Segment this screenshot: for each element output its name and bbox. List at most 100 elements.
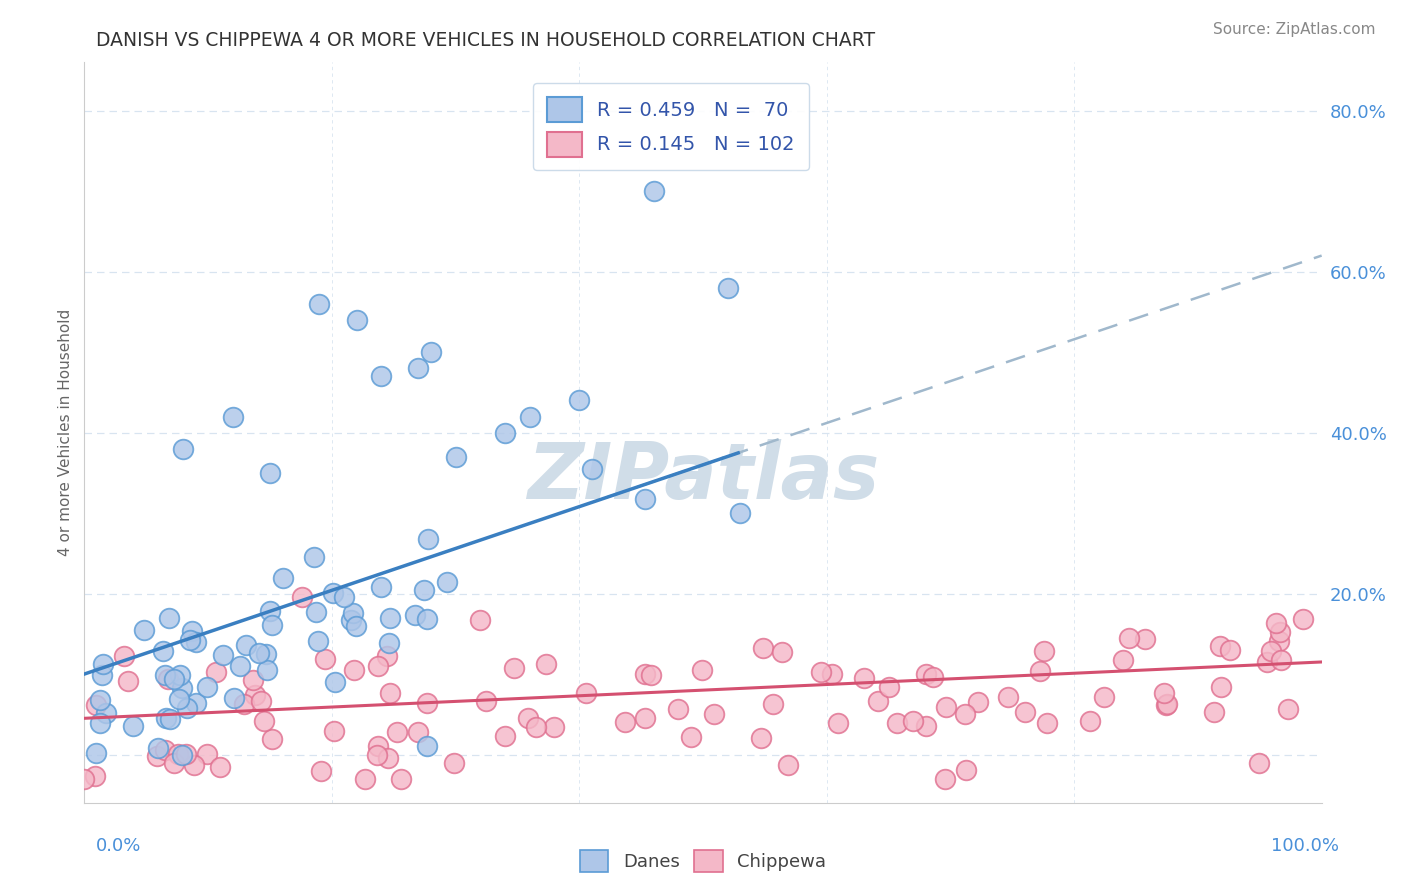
Point: [208, 760, 231, 774]
Point: [346, 313, 368, 327]
Point: [163, 756, 186, 771]
Point: [205, 665, 228, 679]
Point: [821, 667, 844, 681]
Point: [416, 532, 439, 546]
Point: [519, 409, 541, 424]
Point: [262, 618, 284, 632]
Point: [643, 184, 665, 198]
Point: [1277, 702, 1299, 716]
Point: [89, 715, 111, 730]
Point: [728, 506, 751, 520]
Point: [153, 743, 176, 757]
Point: [444, 450, 467, 464]
Point: [222, 409, 245, 424]
Point: [377, 636, 399, 650]
Point: [152, 644, 174, 658]
Point: [322, 585, 344, 599]
Point: [232, 697, 254, 711]
Point: [1270, 653, 1292, 667]
Point: [575, 686, 598, 700]
Point: [367, 659, 389, 673]
Point: [344, 619, 367, 633]
Point: [377, 750, 399, 764]
Point: [1154, 698, 1177, 712]
Point: [1153, 686, 1175, 700]
Point: [314, 652, 336, 666]
Text: DANISH VS CHIPPEWA 4 OR MORE VEHICLES IN HOUSEHOLD CORRELATION CHART: DANISH VS CHIPPEWA 4 OR MORE VEHICLES IN…: [96, 31, 875, 50]
Point: [340, 613, 363, 627]
Text: Source: ZipAtlas.com: Source: ZipAtlas.com: [1212, 22, 1375, 37]
Point: [243, 688, 266, 702]
Point: [259, 604, 281, 618]
Point: [167, 747, 190, 761]
Point: [1265, 615, 1288, 630]
Point: [366, 747, 388, 762]
Point: [84, 698, 107, 712]
Point: [634, 667, 657, 681]
Point: [391, 772, 413, 786]
Point: [922, 670, 945, 684]
Point: [901, 714, 924, 729]
Point: [162, 672, 184, 686]
Text: 100.0%: 100.0%: [1271, 837, 1339, 855]
Point: [159, 712, 181, 726]
Point: [342, 606, 364, 620]
Point: [1156, 697, 1178, 711]
Point: [634, 711, 657, 725]
Point: [778, 757, 800, 772]
Point: [333, 590, 356, 604]
Point: [419, 345, 441, 359]
Point: [112, 649, 135, 664]
Legend: Danes, Chippewa: Danes, Chippewa: [572, 842, 834, 879]
Point: [242, 673, 264, 688]
Point: [494, 425, 516, 440]
Point: [1268, 624, 1291, 639]
Point: [412, 582, 434, 597]
Point: [543, 720, 565, 734]
Point: [443, 756, 465, 770]
Point: [153, 668, 176, 682]
Point: [1247, 756, 1270, 770]
Point: [1209, 640, 1232, 654]
Point: [475, 694, 498, 708]
Point: [367, 739, 389, 754]
Point: [1118, 632, 1140, 646]
Point: [934, 772, 956, 786]
Point: [180, 624, 202, 638]
Point: [1256, 656, 1278, 670]
Point: [117, 673, 139, 688]
Point: [1219, 643, 1241, 657]
Point: [1260, 644, 1282, 658]
Point: [323, 675, 346, 690]
Point: [262, 732, 284, 747]
Point: [91, 668, 114, 682]
Point: [179, 633, 201, 648]
Point: [91, 657, 114, 672]
Point: [378, 686, 401, 700]
Point: [195, 680, 218, 694]
Point: [914, 667, 936, 681]
Point: [308, 297, 330, 311]
Point: [1292, 612, 1315, 626]
Point: [503, 661, 526, 675]
Point: [935, 700, 957, 714]
Point: [157, 611, 180, 625]
Point: [749, 731, 772, 745]
Point: [84, 769, 107, 783]
Point: [176, 701, 198, 715]
Point: [634, 492, 657, 507]
Point: [416, 696, 439, 710]
Point: [170, 681, 193, 695]
Point: [309, 764, 332, 779]
Point: [370, 581, 392, 595]
Point: [568, 393, 591, 408]
Point: [886, 715, 908, 730]
Point: [212, 648, 235, 662]
Point: [1112, 653, 1135, 667]
Point: [380, 611, 402, 625]
Point: [247, 646, 270, 660]
Point: [146, 740, 169, 755]
Point: [1029, 665, 1052, 679]
Point: [254, 647, 277, 661]
Point: [1032, 644, 1054, 658]
